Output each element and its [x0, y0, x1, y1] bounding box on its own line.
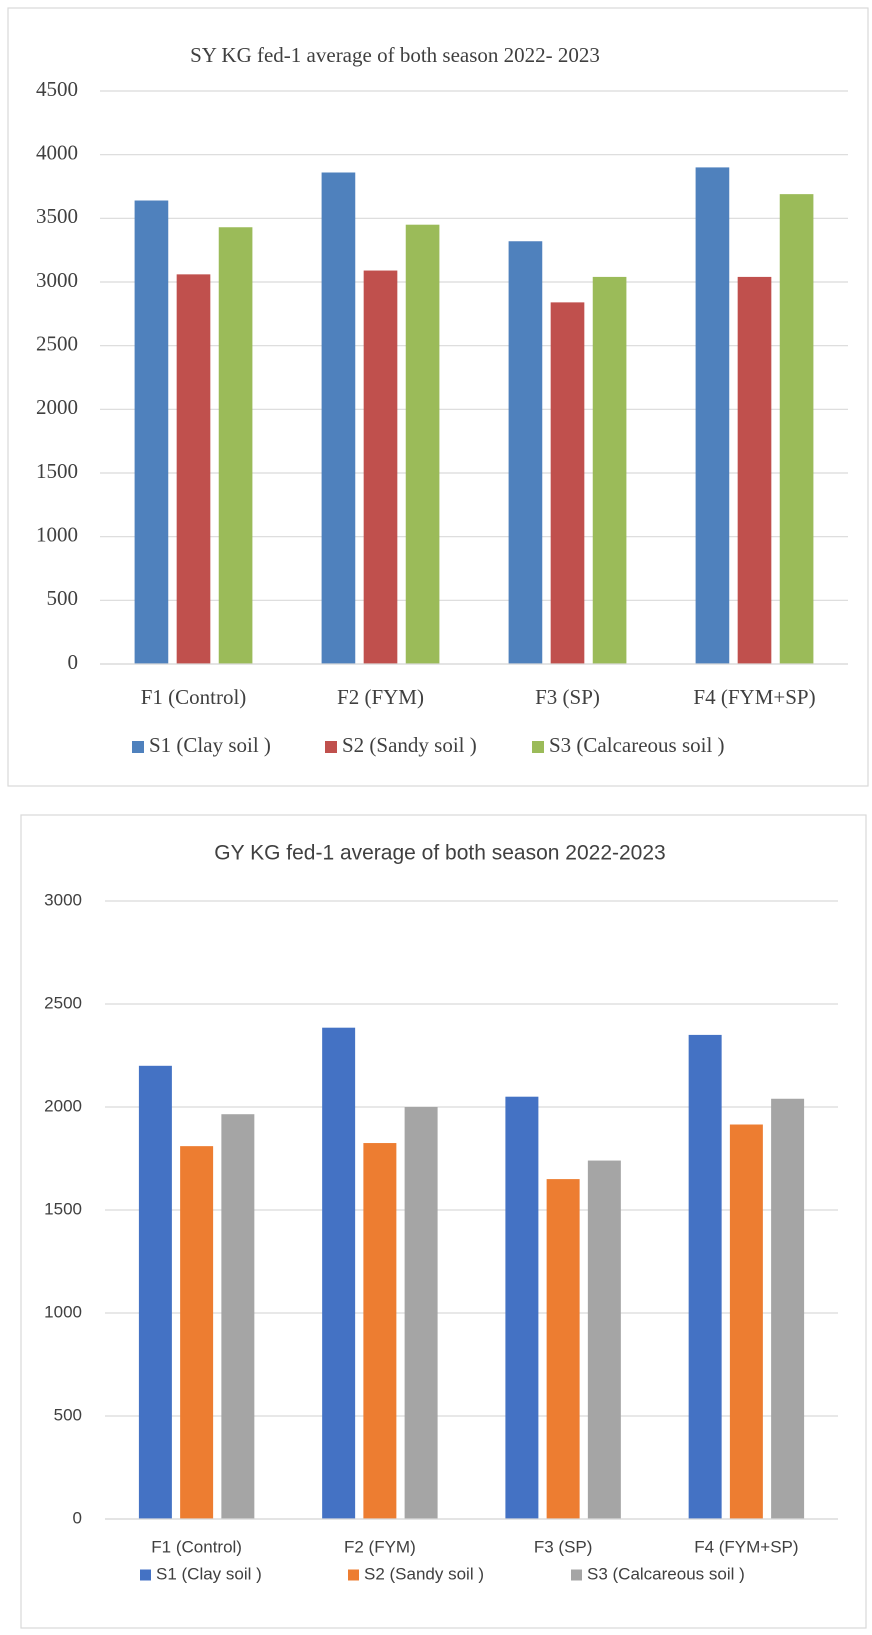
bar — [321, 172, 356, 664]
y-tick-label: 1500 — [44, 1199, 82, 1218]
bar — [508, 241, 543, 664]
bar — [138, 1065, 172, 1519]
legend-label: S3 (Calcareous soil ) — [549, 733, 725, 757]
y-tick-label: 2000 — [44, 1096, 82, 1115]
y-tick-label: 2500 — [36, 331, 78, 355]
legend-label: S1 (Clay soil ) — [149, 733, 271, 757]
y-tick-label: 3500 — [36, 204, 78, 228]
x-tick-label: F4 (FYM+SP) — [694, 1537, 798, 1556]
bar — [592, 276, 627, 664]
bar — [221, 1114, 255, 1519]
x-tick-label: F1 (Control) — [141, 685, 247, 709]
legend-label: S1 (Clay soil ) — [156, 1564, 262, 1583]
bar — [546, 1179, 580, 1519]
x-tick-label: F4 (FYM+SP) — [693, 685, 815, 709]
legend-swatch — [325, 741, 337, 753]
y-tick-label: 0 — [73, 1508, 82, 1527]
chart-title: GY KG fed-1 average of both season 2022-… — [214, 842, 665, 865]
bar — [729, 1124, 763, 1519]
y-tick-label: 500 — [47, 586, 79, 610]
bar — [176, 274, 211, 664]
legend-swatch — [140, 1569, 151, 1581]
y-tick-label: 0 — [68, 650, 79, 674]
chart-title: SY KG fed-1 average of both season 2022-… — [190, 43, 600, 67]
y-tick-label: 1000 — [44, 1302, 82, 1321]
y-tick-label: 3000 — [44, 890, 82, 909]
bar — [322, 1027, 356, 1519]
bar — [695, 167, 730, 664]
bar — [134, 200, 169, 665]
bar — [688, 1034, 722, 1519]
legend-label: S2 (Sandy soil ) — [342, 733, 477, 757]
y-tick-label: 1500 — [36, 459, 78, 483]
bar — [218, 227, 253, 664]
y-tick-label: 500 — [54, 1405, 82, 1424]
y-tick-label: 3000 — [36, 268, 78, 292]
legend-swatch — [132, 741, 144, 753]
x-tick-label: F2 (FYM) — [344, 1537, 416, 1556]
bar — [180, 1146, 214, 1519]
chart: SY KG fed-1 average of both season 2022-… — [7, 7, 869, 787]
legend-label: S2 (Sandy soil ) — [364, 1564, 484, 1583]
y-tick-label: 4500 — [36, 77, 78, 101]
x-tick-label: F1 (Control) — [151, 1537, 242, 1556]
bar — [550, 302, 585, 664]
y-tick-label: 1000 — [36, 522, 78, 546]
y-tick-label: 2500 — [44, 993, 82, 1012]
legend-swatch — [532, 741, 544, 753]
bar — [587, 1160, 621, 1519]
bar — [505, 1096, 539, 1519]
legend-swatch — [571, 1569, 582, 1581]
x-tick-label: F3 (SP) — [534, 1537, 593, 1556]
legend-swatch — [348, 1569, 359, 1581]
bar — [771, 1098, 805, 1519]
bar — [404, 1107, 438, 1519]
x-tick-label: F2 (FYM) — [337, 685, 424, 709]
bar — [737, 276, 772, 664]
legend-label: S3 (Calcareous soil ) — [587, 1564, 745, 1583]
y-tick-label: 2000 — [36, 395, 78, 419]
bar — [779, 194, 814, 664]
bar — [363, 270, 398, 664]
bar — [363, 1143, 397, 1519]
bar — [405, 224, 440, 664]
x-tick-label: F3 (SP) — [535, 685, 600, 709]
y-tick-label: 4000 — [36, 140, 78, 164]
chart: GY KG fed-1 average of both season 2022-… — [20, 814, 867, 1629]
